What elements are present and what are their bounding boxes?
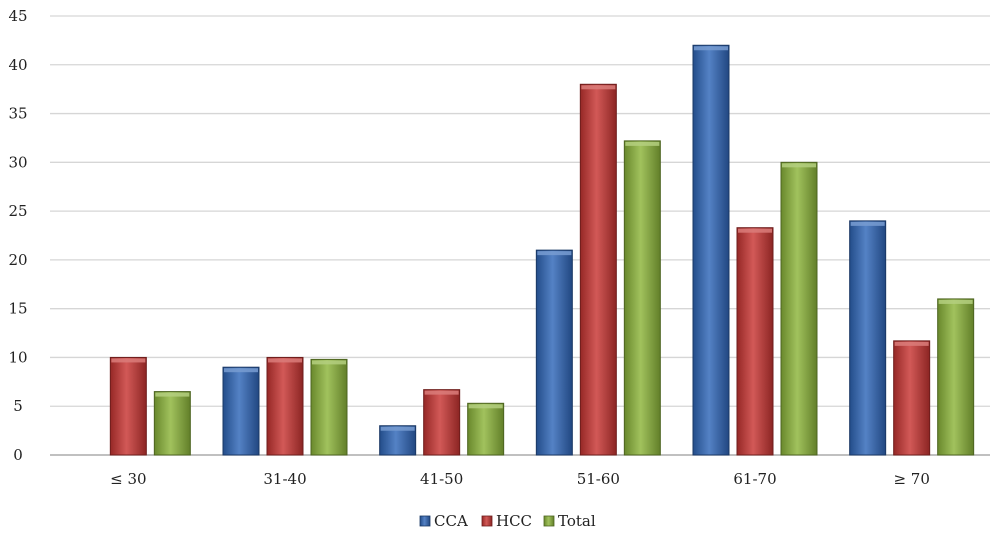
bar-cap (625, 141, 660, 146)
y-tick-label: 5 (13, 397, 23, 415)
y-axis: 0 5 10 15 20 25 30 35 40 45 (8, 7, 27, 464)
bar-cap (424, 390, 459, 395)
x-tick-label: 61-70 (733, 470, 776, 488)
bar-cap (268, 358, 302, 363)
bar-cca-5 (849, 220, 887, 456)
legend-swatch (543, 515, 555, 527)
grid (50, 15, 990, 456)
y-tick-label: 25 (8, 202, 27, 220)
y-tick-label: 40 (8, 56, 27, 74)
bar-total-1 (310, 358, 348, 456)
x-tick-label: 31-40 (263, 470, 306, 488)
bar-cap (111, 358, 146, 363)
bar-cap (782, 163, 816, 168)
bar-total-0 (153, 391, 191, 456)
bar-total-5 (937, 298, 975, 456)
bar-cca-1 (222, 366, 260, 456)
y-tick-label: 15 (8, 300, 27, 318)
bar-hcc-0 (109, 356, 147, 456)
y-tick-label: 10 (8, 348, 27, 366)
bar-cap (224, 368, 258, 373)
bar-hcc-5 (893, 340, 931, 456)
bar-hcc-3 (579, 83, 617, 456)
legend-item-cca: CCA (419, 512, 468, 530)
bar-cap (380, 426, 415, 431)
bars (109, 44, 975, 456)
bar-cap (938, 299, 973, 304)
bar-total-4 (780, 161, 818, 456)
y-tick-label: 30 (8, 153, 27, 171)
bar-cap (694, 46, 728, 51)
x-tick-label: ≤ 30 (110, 470, 146, 488)
y-tick-label: 45 (8, 7, 27, 25)
legend: CCA HCC Total (419, 512, 596, 530)
bar-cap (312, 360, 346, 365)
legend-item-hcc: HCC (481, 512, 532, 530)
bar-cca-4 (692, 44, 730, 456)
bar-cca-3 (535, 249, 573, 456)
bar-cap (850, 221, 885, 226)
x-tick-label: 51-60 (577, 470, 620, 488)
bar-cap (155, 392, 190, 397)
legend-item-total: Total (543, 512, 596, 530)
legend-label: HCC (496, 512, 532, 530)
x-tick-label: 41-50 (420, 470, 463, 488)
bar-cap (738, 228, 772, 233)
bar-hcc-1 (266, 356, 304, 456)
y-tick-label: 0 (13, 446, 23, 464)
x-tick-label: ≥ 70 (893, 470, 929, 488)
bar-total-2 (467, 402, 505, 456)
legend-label: CCA (434, 512, 468, 530)
bar-cap (581, 85, 616, 90)
legend-label: Total (558, 512, 596, 530)
bar-hcc-2 (423, 389, 461, 456)
legend-swatch (419, 515, 431, 527)
bar-cap (537, 251, 572, 256)
bar-total-3 (623, 140, 661, 456)
x-axis: ≤ 30 31-40 41-50 51-60 61-70 ≥ 70 (110, 470, 930, 488)
y-tick-label: 20 (8, 251, 27, 269)
bar-hcc-4 (736, 227, 774, 456)
bar-cap (468, 404, 503, 409)
y-tick-label: 35 (8, 105, 27, 123)
bar-cap (894, 341, 929, 346)
legend-swatch (481, 515, 493, 527)
